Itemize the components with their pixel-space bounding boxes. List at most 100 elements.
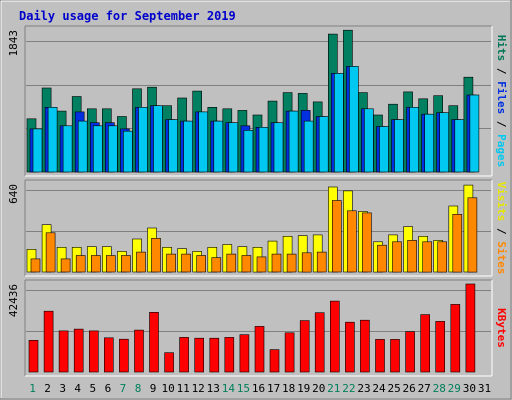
bar-hits-pages-day-23 — [364, 108, 374, 173]
x-tick-label-day-26: 26 — [402, 382, 415, 395]
bar-hits-pages-day-6 — [108, 125, 118, 173]
bar-hits-pages-day-18 — [288, 110, 299, 173]
bar-kbytes-kbytes-day-7 — [119, 338, 129, 373]
x-tick-label-day-15: 15 — [237, 382, 250, 395]
x-tick-label-day-9: 9 — [150, 382, 157, 395]
bar-kbytes-kbytes-day-19 — [299, 320, 310, 373]
legend-entry-hits: Hits — [495, 35, 508, 62]
bar-hits-pages-day-26 — [409, 107, 419, 173]
x-tick-label-day-28: 28 — [433, 382, 446, 395]
bar-hits-pages-day-20 — [318, 116, 329, 173]
bar-kbytes-kbytes-day-21 — [329, 300, 340, 373]
x-tick-label-day-23: 23 — [357, 382, 370, 395]
bar-hits-pages-day-2 — [47, 107, 58, 173]
bar-visits-sites-day-27 — [422, 241, 433, 273]
bar-hits-pages-day-21 — [333, 73, 344, 173]
bar-hits-pages-day-10 — [168, 119, 178, 173]
bar-visits-sites-day-3 — [60, 258, 71, 273]
legend-separator: / — [495, 221, 508, 241]
x-tick-label-day-4: 4 — [74, 382, 81, 395]
bar-kbytes-kbytes-day-1 — [28, 339, 39, 373]
x-tick-label-day-11: 11 — [177, 382, 190, 395]
bar-kbytes-kbytes-day-28 — [435, 321, 446, 373]
panel-hits: 1843 Hits / Files / Pages — [7, 25, 508, 177]
bar-visits-sites-day-22 — [347, 210, 357, 273]
bar-visits-sites-day-14 — [226, 253, 237, 273]
bar-visits-sites-day-2 — [45, 232, 56, 273]
bar-hits-pages-day-30 — [469, 94, 480, 173]
bar-kbytes-kbytes-day-10 — [164, 352, 174, 373]
bar-hits-pages-day-29 — [454, 119, 465, 173]
legend-entry-kbytes: KBytes — [495, 308, 508, 348]
bar-visits-sites-day-21 — [331, 200, 342, 273]
bar-kbytes-kbytes-day-8 — [134, 329, 144, 373]
x-tick-label-day-29: 29 — [448, 382, 461, 395]
bar-kbytes-kbytes-day-24 — [375, 339, 385, 373]
panel-max-label-visits: 640 — [7, 184, 20, 204]
bar-kbytes-kbytes-day-16 — [254, 326, 265, 373]
bar-visits-sites-day-13 — [211, 257, 222, 273]
x-tick-label-day-27: 27 — [418, 382, 431, 395]
bar-kbytes-kbytes-day-9 — [149, 311, 159, 373]
bar-hits-pages-day-28 — [439, 112, 450, 173]
x-tick-label-day-30: 30 — [463, 382, 476, 395]
x-tick-label-day-8: 8 — [135, 382, 142, 395]
bar-kbytes-kbytes-day-5 — [89, 330, 99, 373]
bar-visits-sites-day-12 — [196, 255, 206, 273]
x-tick-label-day-5: 5 — [89, 382, 96, 395]
bar-kbytes-kbytes-day-30 — [465, 283, 476, 373]
bar-visits-sites-day-23 — [362, 212, 372, 273]
x-tick-label-day-2: 2 — [44, 382, 51, 395]
panel-legend-hits: Hits / Files / Pages — [495, 35, 508, 168]
bar-visits-sites-day-29 — [452, 214, 463, 273]
bar-hits-pages-day-5 — [93, 125, 103, 173]
x-tick-label-day-3: 3 — [59, 382, 66, 395]
x-tick-label-day-1: 1 — [29, 382, 36, 395]
bar-kbytes-kbytes-day-12 — [194, 337, 204, 373]
bar-visits-sites-day-11 — [181, 253, 191, 273]
bar-hits-pages-day-12 — [198, 111, 208, 173]
bar-visits-sites-day-20 — [316, 251, 327, 273]
x-axis-labels: 1 2 3 4 5 6 7 8 9 10 11 12 13 14 15 16 17 18 19 20 21 22 23 24 2… — [29, 382, 491, 395]
bar-visits-sites-day-25 — [392, 241, 402, 273]
x-tick-label-day-19: 19 — [297, 382, 310, 395]
bar-hits-pages-day-4 — [77, 120, 88, 173]
bar-kbytes-kbytes-day-11 — [179, 337, 189, 373]
bar-hits-pages-day-24 — [379, 126, 389, 173]
x-tick-label-day-7: 7 — [120, 382, 127, 395]
chart-title: Daily usage for September 2019 — [19, 9, 236, 23]
bar-visits-sites-day-7 — [121, 255, 131, 273]
bar-hits-pages-day-16 — [258, 127, 269, 173]
bar-kbytes-kbytes-day-27 — [420, 314, 431, 373]
panel-visits: 640 Visits / Sites — [7, 179, 508, 277]
bar-kbytes-kbytes-day-20 — [314, 312, 325, 373]
legend-entry-pages: Pages — [495, 134, 508, 167]
bar-visits-sites-day-18 — [286, 253, 297, 273]
x-tick-label-day-22: 22 — [342, 382, 355, 395]
bar-hits-pages-day-7 — [123, 130, 133, 173]
bar-kbytes-kbytes-day-15 — [239, 334, 250, 373]
bar-hits-pages-day-13 — [213, 120, 224, 173]
x-tick-label-day-20: 20 — [312, 382, 325, 395]
bar-hits-pages-day-17 — [273, 122, 284, 173]
bar-kbytes-kbytes-day-18 — [284, 332, 295, 373]
panels: 1843 Hits / Files / Pages 640 Visits / Site… — [7, 25, 508, 377]
bar-visits-sites-day-30 — [467, 197, 478, 273]
bar-hits-pages-day-1 — [32, 128, 43, 173]
bar-visits-sites-day-6 — [106, 255, 116, 273]
bar-visits-sites-day-15 — [241, 255, 252, 273]
bar-kbytes-kbytes-day-4 — [73, 328, 84, 373]
x-tick-label-day-25: 25 — [387, 382, 400, 395]
x-tick-label-day-14: 14 — [222, 382, 236, 395]
panel-kbytes: 42436 KBytes — [7, 279, 508, 377]
x-tick-label-day-24: 24 — [372, 382, 386, 395]
bar-kbytes-kbytes-day-22 — [345, 321, 355, 373]
bar-visits-sites-day-28 — [437, 241, 448, 273]
bar-hits-pages-day-8 — [138, 107, 148, 173]
bar-visits-sites-day-19 — [301, 252, 312, 273]
panel-max-label-kbytes: 42436 — [7, 284, 20, 317]
legend-entry-visits: Visits — [495, 182, 508, 222]
bar-kbytes-kbytes-day-13 — [209, 337, 220, 373]
